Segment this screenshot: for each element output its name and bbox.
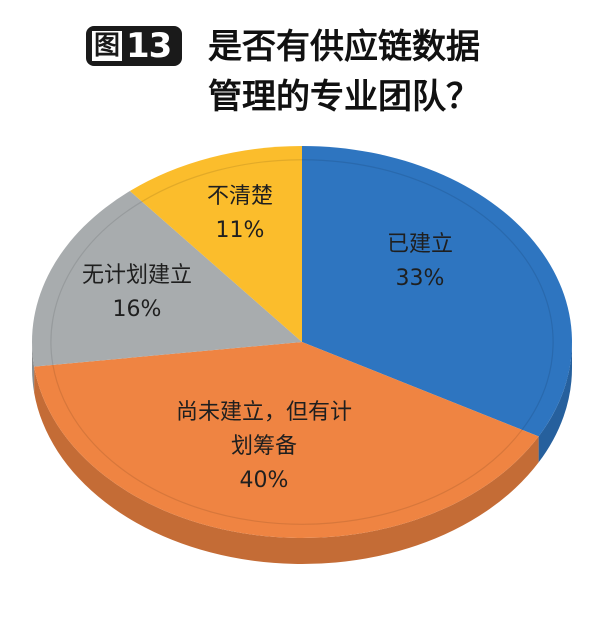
label-name-line-1: 尚未建立，但有计 (175, 400, 353, 425)
slice-label-unknown: 不清楚 11% (207, 180, 273, 248)
slice-bevel-3 (141, 159, 303, 203)
title-text: 是否有供应链数据 管理的专业团队？ (208, 22, 480, 122)
title-line-2: 管理的专业团队？ (208, 77, 480, 117)
figure-prefix: 图 (92, 31, 122, 61)
figure-badge: 图 13 (86, 26, 182, 66)
label-percent: 33% (395, 266, 445, 291)
slice-bevel-1 (52, 364, 523, 525)
title-line-1: 是否有供应链数据 (208, 27, 480, 67)
slice-side-1 (34, 366, 539, 565)
slice-bevel-0 (301, 159, 554, 431)
label-percent: 40% (239, 468, 289, 493)
slice-label-no-plan: 无计划建立 16% (82, 259, 192, 327)
label-name-line-2: 划筹备 (230, 434, 298, 459)
slice-side-0 (538, 342, 572, 463)
label-percent: 11% (215, 218, 265, 243)
slice-label-established: 已建立 33% (387, 228, 453, 296)
pie-slice-0 (302, 146, 572, 437)
label-name: 不清楚 (206, 184, 274, 209)
slice-side-2 (32, 342, 35, 393)
label-percent: 16% (112, 297, 162, 322)
pie-slice-3 (129, 146, 302, 342)
chart-title: 图 13 是否有供应链数据 管理的专业团队？ (86, 26, 586, 126)
label-name: 无计划建立 (81, 263, 193, 288)
pie-slice-1 (34, 342, 539, 538)
label-name: 已建立 (386, 232, 454, 257)
slice-label-planned: 尚未建立，但有计 划筹备 40% (176, 396, 352, 498)
slice-bevel-2 (50, 201, 143, 365)
figure-number: 13 (126, 26, 172, 66)
